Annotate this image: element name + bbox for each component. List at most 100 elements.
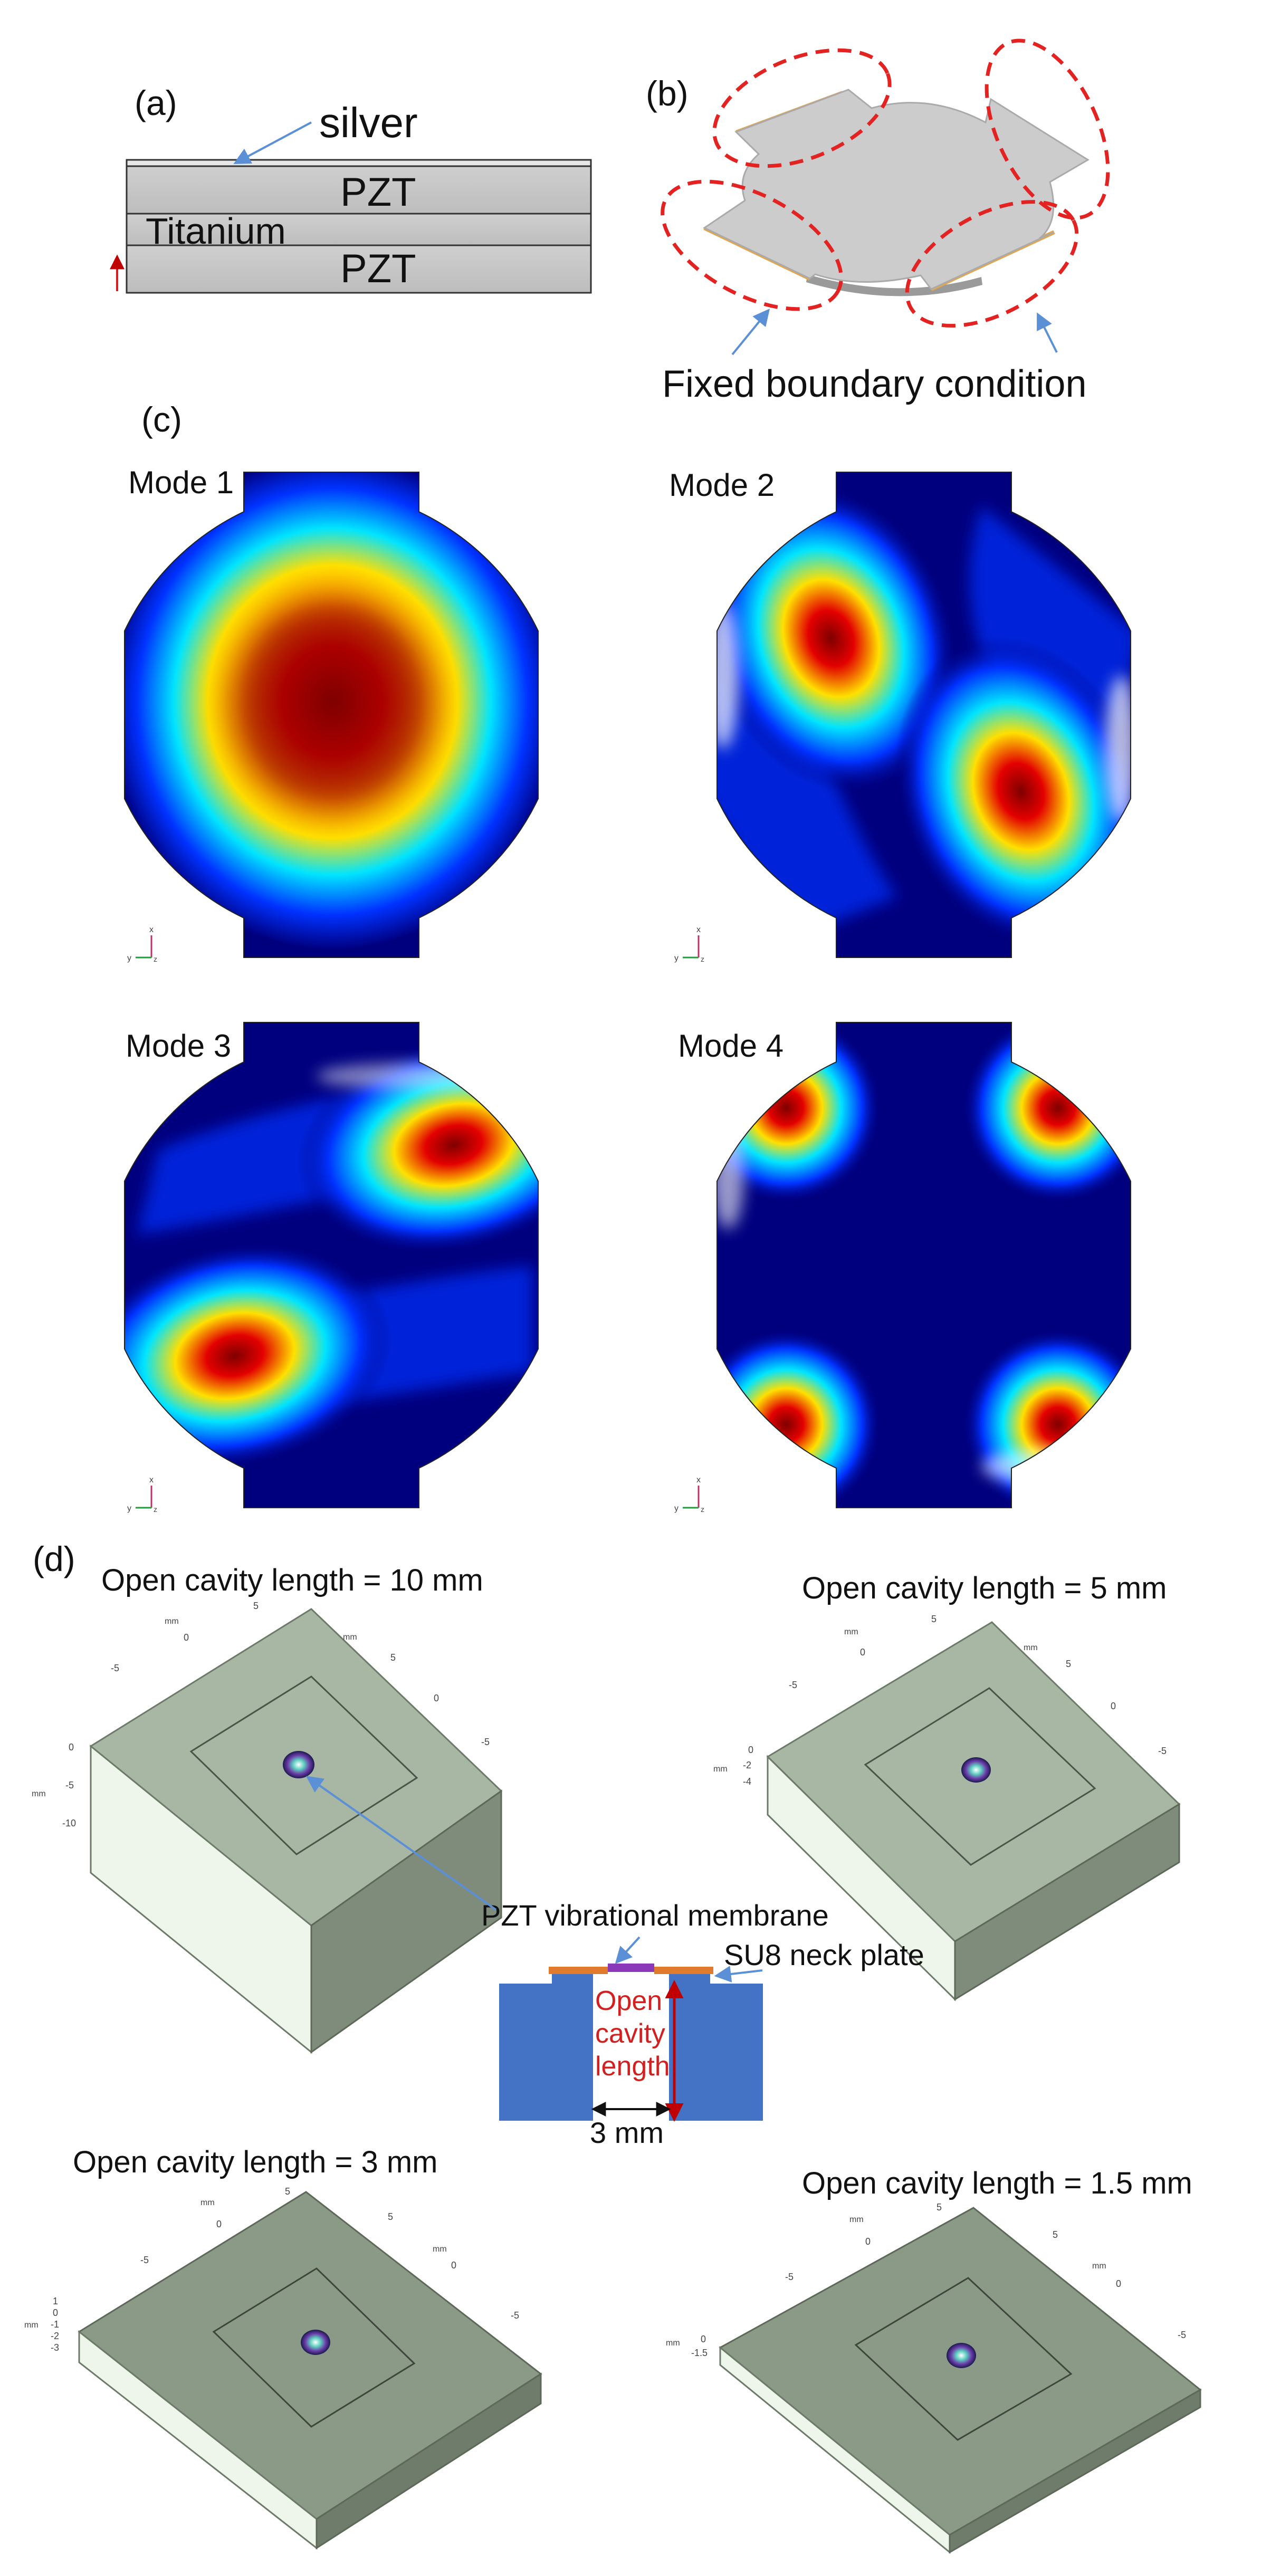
block-side-right-10 — [310, 1789, 502, 2054]
mode-3-plot: Mode 3 — [124, 1022, 539, 1508]
block-title-3mm: Open cavity length = 3 mm — [73, 2145, 438, 2179]
block-title-10mm: Open cavity length = 10 mm — [101, 1563, 483, 1597]
unit-10-y: mm — [343, 1633, 357, 1642]
panel-c-tag: (c) — [141, 400, 182, 439]
svg-text:mm: mm — [849, 2215, 864, 2224]
mode-3-outline — [124, 1022, 539, 1508]
cavity-wall-right-rim — [669, 1974, 710, 1985]
svg-text:mm: mm — [713, 1765, 728, 1774]
svg-text:-5: -5 — [789, 1680, 797, 1690]
panel-c: (c) Mode 1 Mode 2 — [124, 400, 1131, 1514]
cavity-block-3mm: Open cavity length = 3 mm 1 0 -1 -2 -3 m… — [24, 2145, 542, 2550]
svg-text:5: 5 — [388, 2211, 393, 2222]
svg-text:-3: -3 — [51, 2342, 59, 2353]
unit-10: mm — [32, 1789, 46, 1798]
fixed-boundary-ellipse-top-left — [712, 48, 892, 168]
mode-1-outline — [124, 472, 539, 958]
neck-label: SU8 neck plate — [724, 1938, 924, 1971]
open-cavity-label-1: Open — [595, 1986, 662, 2016]
boundary-arrow-right — [1037, 312, 1058, 353]
svg-text:-2: -2 — [51, 2331, 59, 2341]
svg-text:y: y — [127, 954, 131, 963]
svg-text:0: 0 — [451, 2260, 456, 2271]
svg-text:-5: -5 — [140, 2255, 149, 2265]
fixed-boundary-ellipse-top-right — [985, 39, 1110, 220]
svg-text:-5: -5 — [1178, 2330, 1186, 2340]
open-cavity-label-3: length — [595, 2051, 670, 2082]
block-side-right-3 — [316, 2372, 542, 2550]
panel-d: (d) Open cavity length = 10 mm 0 -5 -10 … — [24, 1539, 1202, 2554]
svg-text:mm: mm — [1024, 1643, 1038, 1652]
svg-text:y: y — [127, 1504, 131, 1513]
cavity-block-10mm: Open cavity length = 10 mm 0 -5 -10 mm 5… — [32, 1563, 503, 2054]
plate-edge — [806, 274, 982, 296]
pzt-bottom-label: PZT — [340, 246, 416, 291]
panel-b: (b) Fixed boundary condition — [646, 39, 1110, 405]
width-label: 3 mm — [590, 2116, 664, 2149]
membrane-3 — [301, 2330, 330, 2355]
ticks-x-10-a: 5 — [253, 1601, 259, 1611]
su8-neck-plate-left — [549, 1967, 608, 1974]
svg-text:x: x — [696, 1476, 701, 1485]
svg-text:mm: mm — [433, 2245, 447, 2254]
svg-text:mm: mm — [24, 2321, 39, 2330]
membrane-plate — [702, 89, 1090, 290]
neck-plate-square-3 — [212, 2267, 416, 2428]
svg-text:-1: -1 — [51, 2319, 59, 2330]
svg-text:1: 1 — [53, 2296, 58, 2306]
svg-text:z: z — [701, 955, 704, 963]
titanium-layer — [126, 213, 592, 246]
pzt-top-layer — [126, 165, 592, 215]
mode-1-label: Mode 1 — [128, 465, 234, 500]
svg-text:-4: -4 — [743, 1776, 751, 1787]
svg-text:0: 0 — [1111, 1701, 1116, 1711]
cavity-wall-right — [669, 1984, 763, 2121]
svg-text:x: x — [696, 925, 701, 934]
svg-text:5: 5 — [285, 2186, 290, 2197]
axis-triad-mode-2: x y z — [674, 925, 704, 963]
svg-text:mm: mm — [200, 2198, 215, 2207]
neck-plate-square-10 — [189, 1675, 418, 1855]
mode-4-label: Mode 4 — [678, 1028, 783, 1064]
membrane-label: PZT vibrational membrane — [481, 1899, 829, 1932]
neck-arrow — [714, 1966, 763, 1983]
fixed-boundary-ellipse-bottom-left — [661, 179, 843, 311]
svg-text:mm: mm — [844, 1627, 858, 1636]
cavity-wall-left-rim — [552, 1974, 593, 1985]
mode-1-plot: Mode 1 — [124, 465, 539, 958]
pzt-membrane — [608, 1964, 654, 1972]
boundary-arrow-left — [731, 309, 770, 356]
block-title-1-5mm: Open cavity length = 1.5 mm — [802, 2166, 1192, 2200]
ticks-z-10-b: -5 — [65, 1780, 74, 1790]
mode-2-label: Mode 2 — [669, 467, 775, 503]
membrane-1-5 — [947, 2343, 976, 2368]
panel-a-tag: (a) — [135, 83, 177, 122]
panel-d-tag: (d) — [33, 1539, 75, 1578]
pzt-top-label: PZT — [340, 170, 416, 215]
svg-text:5: 5 — [1053, 2229, 1058, 2240]
svg-text:0: 0 — [53, 2307, 58, 2318]
svg-text:5: 5 — [936, 2202, 942, 2213]
svg-text:-1.5: -1.5 — [691, 2348, 708, 2358]
ticks-y-10-c: 5 — [390, 1652, 396, 1663]
svg-text:5: 5 — [1066, 1659, 1071, 1669]
panel-a: (a) silver PZT Titanium PZT — [110, 83, 592, 294]
svg-text:x: x — [149, 925, 154, 934]
cavity-cross-section: PZT vibrational membrane SU8 neck plate … — [481, 1899, 924, 2149]
svg-text:0: 0 — [860, 1647, 865, 1658]
silver-layer — [126, 159, 592, 167]
su8-neck-plate-right — [654, 1967, 713, 1974]
cavity-block-5mm: Open cavity length = 5 mm 0 -2 -4 mm 5 0… — [713, 1571, 1181, 2002]
ticks-z-10-a: 0 — [69, 1742, 74, 1753]
svg-text:0: 0 — [1116, 2278, 1121, 2289]
mode-3-label: Mode 3 — [126, 1028, 231, 1064]
block-title-5mm: Open cavity length = 5 mm — [802, 1571, 1167, 1605]
fixed-boundary-caption: Fixed boundary condition — [662, 363, 1087, 405]
silver-label: silver — [319, 99, 418, 146]
ticks-y-10-b: 0 — [434, 1693, 439, 1703]
svg-text:z: z — [701, 1505, 704, 1514]
svg-text:0: 0 — [865, 2236, 871, 2247]
block-side-right-5 — [954, 1803, 1180, 2001]
silver-pointer-arrow — [233, 121, 312, 165]
